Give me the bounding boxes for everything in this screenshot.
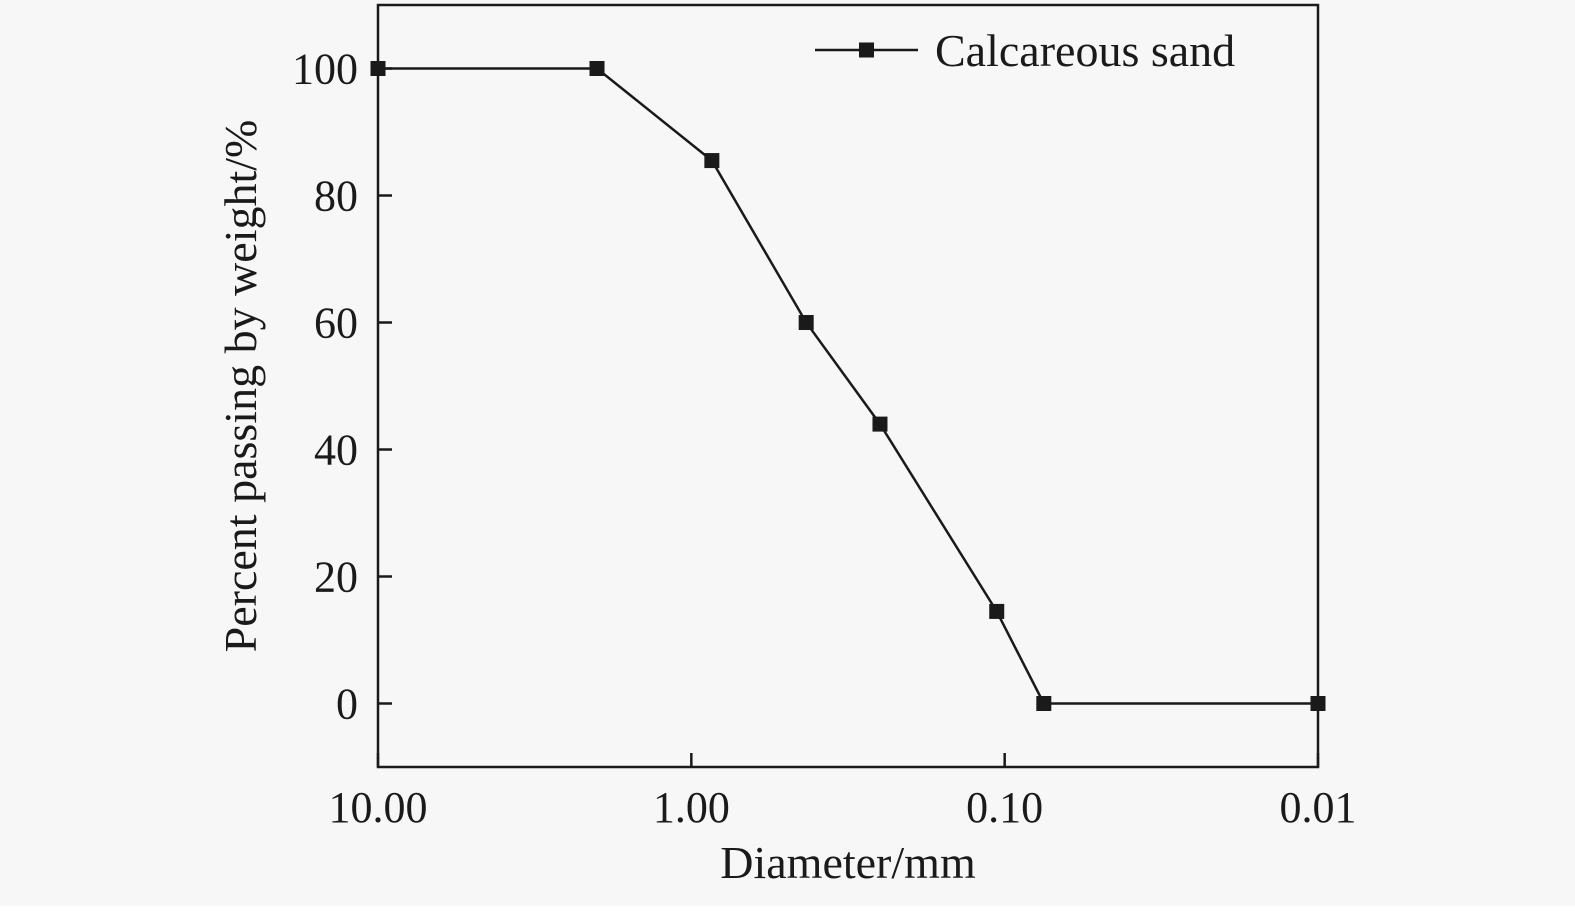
data-point — [1036, 696, 1052, 711]
data-point — [872, 416, 888, 432]
data-point — [370, 61, 386, 76]
x-tick-label: 10.00 — [329, 783, 428, 832]
x-tick-label: 0.10 — [966, 783, 1043, 832]
y-tick-label: 60 — [314, 299, 358, 348]
series-layer — [370, 61, 1326, 711]
y-tick-label: 80 — [314, 172, 358, 221]
legend: Calcareous sand — [815, 25, 1235, 76]
data-point — [704, 153, 720, 169]
legend-marker — [859, 42, 874, 58]
y-tick-label: 0 — [336, 680, 358, 729]
data-point — [589, 61, 605, 76]
plot-area — [376, 3, 1320, 769]
y-axis-title: Percent passing by weight/% — [215, 120, 266, 653]
series-line — [378, 67, 1318, 705]
y-axis: 0 20 40 60 80 100 — [292, 45, 392, 729]
data-point — [798, 315, 814, 330]
y-tick-label: 100 — [292, 45, 358, 94]
data-point — [989, 603, 1005, 619]
x-tick-label: 0.01 — [1280, 783, 1357, 832]
x-axis: 10.00 1.00 0.10 0.01 — [329, 753, 1357, 832]
y-tick-label: 40 — [314, 426, 358, 475]
y-tick-label: 20 — [314, 553, 358, 602]
x-axis-title: Diameter/mm — [720, 837, 976, 888]
data-point — [1310, 696, 1326, 711]
legend-label: Calcareous sand — [935, 25, 1235, 76]
x-tick-label: 1.00 — [653, 783, 730, 832]
